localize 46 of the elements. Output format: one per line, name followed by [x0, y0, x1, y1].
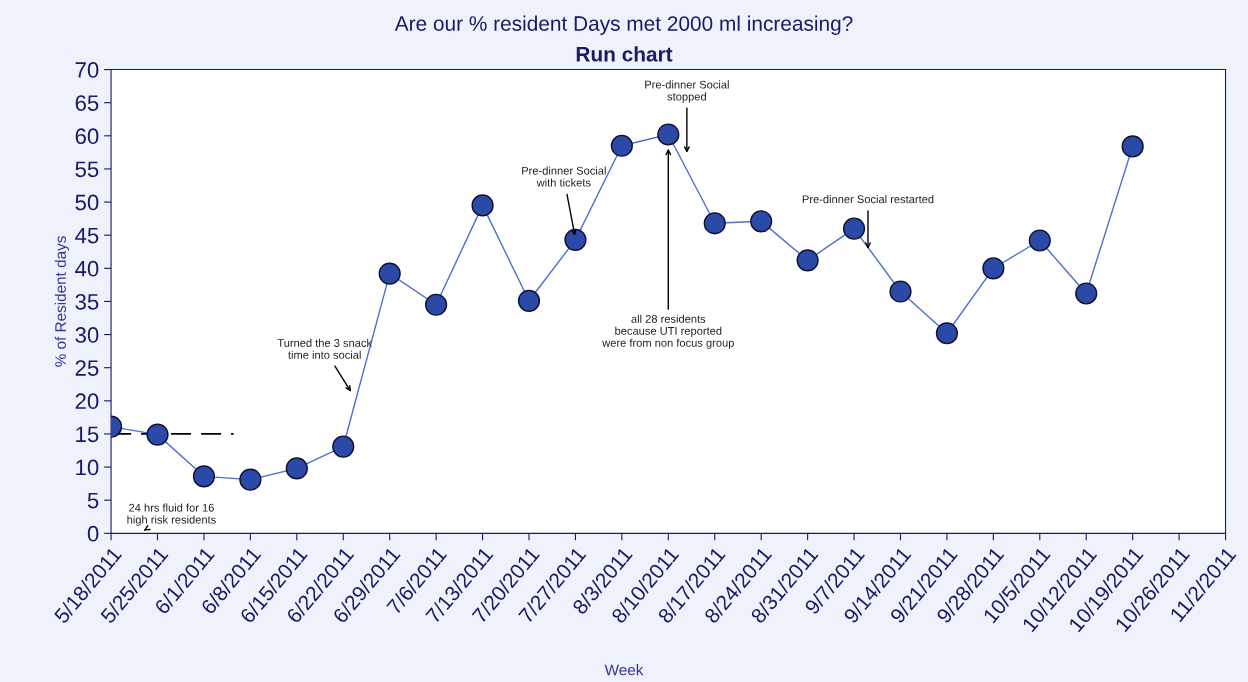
point — [703, 212, 726, 235]
point — [796, 249, 819, 272]
y-axis-title: % of Resident days — [54, 236, 69, 367]
point — [982, 257, 1005, 280]
chart-title: Are our % resident Days met 2000 ml increasing? — [394, 15, 853, 36]
y-tick-label: 45 — [75, 227, 99, 244]
annotation: all 28 residents because UTI reported were from non focus group — [602, 314, 734, 349]
annotation: Pre-dinner Social restarted — [802, 195, 934, 204]
y-tick-label: 5 — [87, 492, 99, 509]
y-tick-label: 50 — [75, 194, 99, 211]
annotation: Pre-dinner Social with tickets — [522, 166, 606, 187]
point — [750, 210, 773, 233]
point — [1075, 282, 1098, 305]
point — [239, 468, 262, 491]
point — [332, 435, 355, 458]
chart-subtitle: Run chart — [576, 46, 673, 62]
y-tick-label: 70 — [75, 62, 99, 78]
y-tick-label: 55 — [75, 161, 99, 178]
point — [657, 123, 680, 146]
annotation: 24 hrs fluid for 16 high risk residents — [127, 503, 216, 526]
y-tick-label: 40 — [75, 260, 99, 277]
y-tick-label: 25 — [75, 360, 99, 376]
point — [610, 134, 633, 157]
point — [517, 289, 541, 312]
point — [564, 228, 587, 251]
y-tick-label: 15 — [76, 426, 99, 443]
y-tick-label: 0 — [87, 525, 99, 542]
point — [285, 457, 308, 480]
y-tick-label: 35 — [75, 293, 99, 310]
point — [889, 280, 912, 303]
annotation: Pre-dinner Social stopped — [645, 80, 729, 103]
point — [378, 262, 401, 285]
y-tick-label: 20 — [75, 393, 99, 410]
point — [146, 423, 169, 446]
point — [192, 465, 216, 488]
point — [471, 194, 494, 217]
y-tick-label: 65 — [75, 95, 99, 111]
x-axis-title: Week — [604, 664, 644, 676]
point — [1028, 229, 1051, 252]
point — [425, 293, 448, 316]
point — [935, 322, 959, 345]
y-tick-label: 30 — [75, 327, 99, 343]
y-tick-label: 60 — [75, 128, 99, 145]
y-tick-label: 10 — [76, 459, 99, 476]
point — [1121, 135, 1144, 158]
point — [842, 217, 866, 240]
